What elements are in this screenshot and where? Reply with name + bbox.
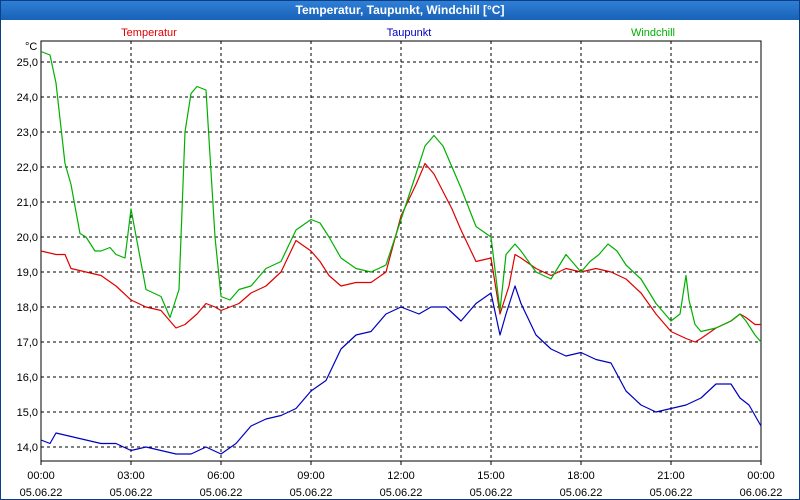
y-tick-label: 23,0 (17, 127, 38, 139)
y-tick-label: 18,0 (17, 302, 38, 314)
series-line-temperatur (40, 162, 761, 343)
y-tick-label: 22,0 (17, 162, 38, 174)
x-tick-date-label: 05.06.22 (470, 487, 513, 499)
x-tick-time-label: 00:00 (747, 470, 775, 482)
legend-taupunkt: Taupunkt (387, 27, 432, 39)
y-tick-label: 24,0 (17, 92, 38, 104)
x-tick-time-label: 15:00 (477, 470, 505, 482)
x-tick-time-label: 21:00 (657, 470, 685, 482)
y-tick-label: 17,0 (17, 337, 38, 349)
x-tick-time-label: 03:00 (117, 470, 145, 482)
x-tick-date-label: 05.06.22 (380, 487, 423, 499)
x-tick-date-label: 05.06.22 (290, 487, 333, 499)
y-tick-label: 19,0 (17, 267, 38, 279)
x-tick-date-label: 05.06.22 (110, 487, 153, 499)
y-tick-label: 16,0 (17, 372, 38, 384)
x-tick-date-label: 05.06.22 (20, 487, 63, 499)
x-tick-date-label: 06.06.22 (740, 487, 783, 499)
y-tick-label: 21,0 (17, 197, 38, 209)
x-tick-time-label: 06:00 (207, 470, 235, 482)
x-tick-date-label: 05.06.22 (200, 487, 243, 499)
x-tick-time-label: 18:00 (567, 470, 595, 482)
x-tick-time-label: 00:00 (27, 470, 55, 482)
y-tick-label: 14,0 (17, 442, 38, 454)
series-line-taupunkt (40, 285, 762, 455)
y-axis-unit-label: °C (25, 41, 37, 53)
x-tick-time-label: 09:00 (297, 470, 325, 482)
x-tick-date-label: 05.06.22 (650, 487, 693, 499)
window-title: Temperatur, Taupunkt, Windchill [°C] (1, 1, 799, 20)
legend-windchill: Windchill (631, 27, 675, 39)
y-tick-label: 25,0 (17, 57, 38, 69)
y-tick-label: 15,0 (17, 407, 38, 419)
y-tick-label: 20,0 (17, 232, 38, 244)
series-line-windchill (40, 50, 762, 343)
x-tick-date-label: 05.06.22 (560, 487, 603, 499)
legend-temperatur: Temperatur (121, 27, 177, 39)
x-tick-time-label: 12:00 (387, 470, 415, 482)
